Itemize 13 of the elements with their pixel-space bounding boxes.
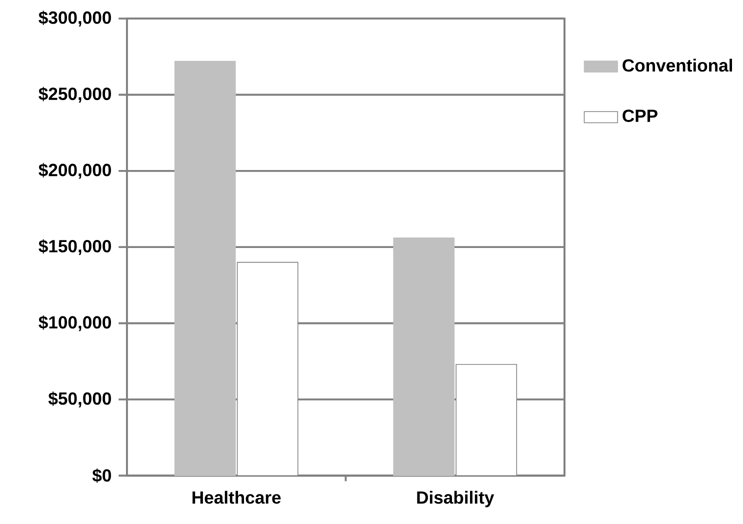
- y-tick-label: $150,000: [38, 238, 111, 255]
- y-tick-label: $100,000: [38, 315, 111, 331]
- y-tick-label: $50,000: [48, 391, 112, 408]
- legend-label: CPP: [622, 109, 658, 122]
- y-tick-label: $0: [92, 468, 112, 483]
- y-tick-label: $300,000: [38, 10, 111, 26]
- legend-label: Conventional: [622, 58, 732, 72]
- x-tick-label: Disability: [417, 490, 494, 508]
- bar: [174, 60, 236, 476]
- y-tick-label: $250,000: [38, 86, 111, 102]
- x-tick-label: Healthcare: [192, 490, 281, 504]
- y-tick-label: $200,000: [38, 162, 111, 179]
- bar: [393, 237, 455, 476]
